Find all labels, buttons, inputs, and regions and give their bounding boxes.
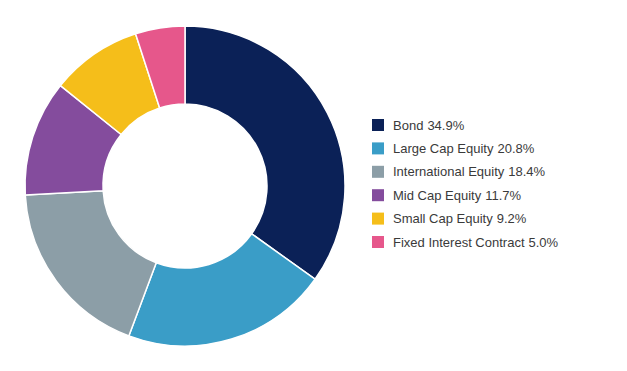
legend-category: Small Cap Equity xyxy=(393,211,493,226)
legend-label: Mid Cap Equity11.7% xyxy=(393,188,521,203)
legend: Bond 34.9% Large Cap Equity20.8% Internatio… xyxy=(372,118,559,250)
legend-swatch xyxy=(372,166,384,178)
legend-value: 5.0% xyxy=(529,235,559,250)
slice xyxy=(25,191,156,336)
legend-value: 20.8% xyxy=(497,141,534,156)
legend-swatch xyxy=(372,236,384,248)
legend-label: Fixed Interest Contract 5.0% xyxy=(393,235,559,250)
legend-category: Mid Cap Equity xyxy=(393,188,482,203)
legend-value: 11.7% xyxy=(485,188,521,203)
legend-category: Fixed Interest Contract xyxy=(393,235,525,250)
legend-swatch xyxy=(372,213,384,225)
legend-swatch xyxy=(372,189,384,201)
legend-category: Large Cap Equity xyxy=(393,141,494,156)
legend-value: 34.9% xyxy=(427,118,464,133)
slice xyxy=(185,26,345,279)
legend-category: Bond xyxy=(393,118,423,133)
legend-label: Small Cap Equity 9.2% xyxy=(393,211,527,226)
legend-value: 18.4% xyxy=(508,164,545,179)
donut xyxy=(25,26,345,346)
legend-label: International Equity18.4% xyxy=(393,164,546,179)
legend-label: Bond 34.9% xyxy=(393,118,465,133)
legend-label: Large Cap Equity20.8% xyxy=(393,141,535,156)
legend-swatch xyxy=(372,142,384,154)
legend-value: 9.2% xyxy=(497,211,527,226)
slice xyxy=(129,234,315,346)
chart: Bond 34.9% Large Cap Equity20.8% Internatio… xyxy=(0,0,627,371)
legend-swatch xyxy=(372,119,384,131)
legend-category: International Equity xyxy=(393,164,505,179)
slice xyxy=(136,26,185,108)
